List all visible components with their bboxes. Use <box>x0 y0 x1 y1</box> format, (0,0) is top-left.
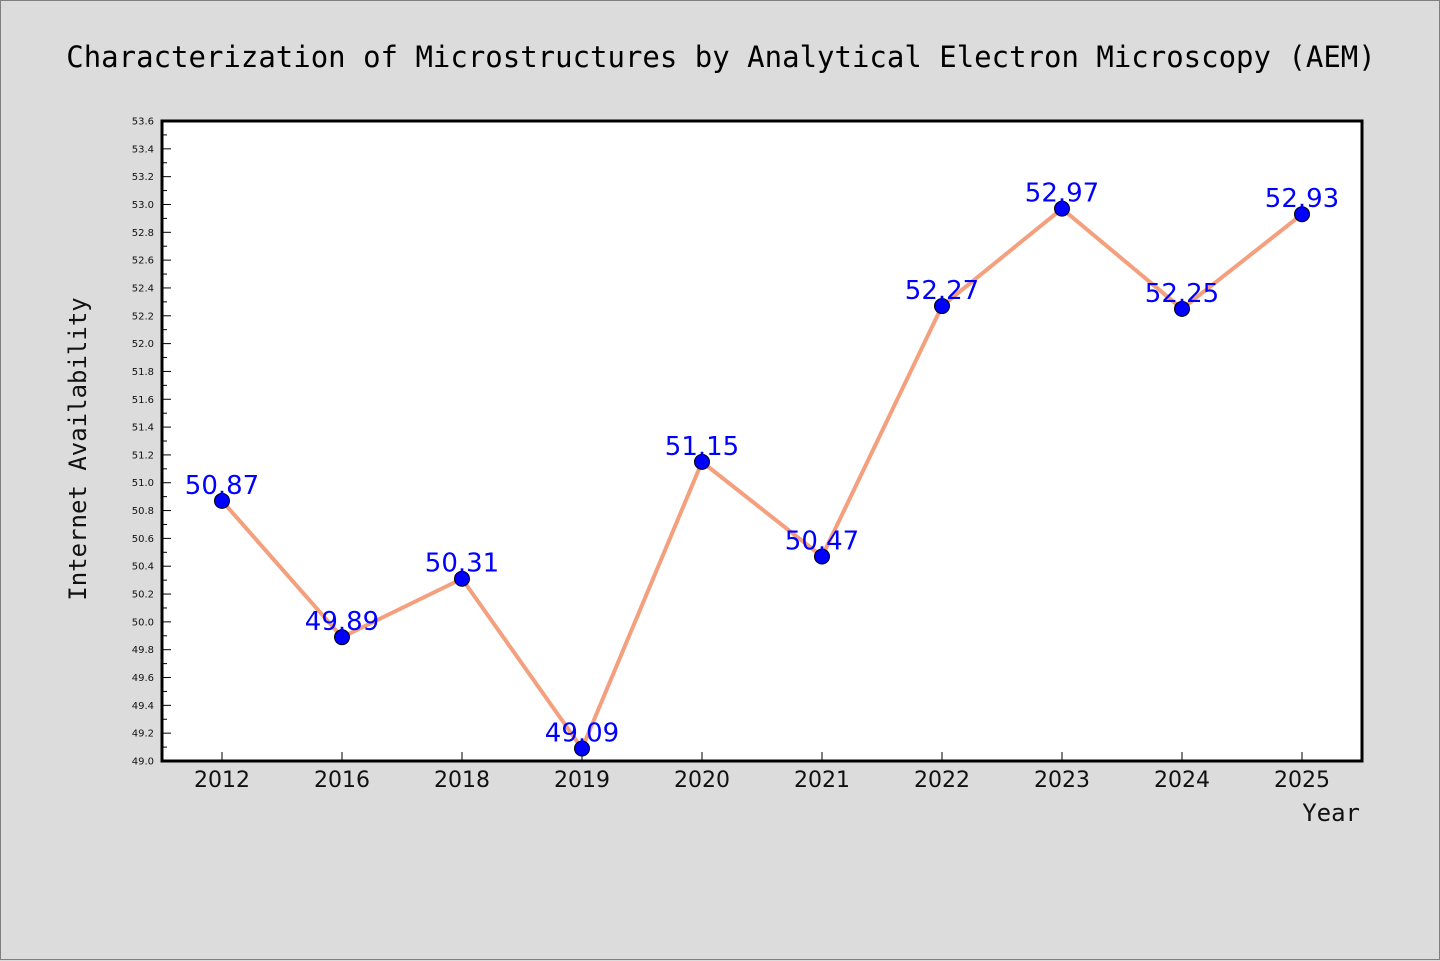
x-axis-title: Year <box>1302 799 1360 827</box>
y-tick-label: 52.2 <box>132 311 154 322</box>
y-tick-label: 51.6 <box>132 395 154 406</box>
y-tick-label: 50.4 <box>132 562 154 573</box>
marker-group <box>214 200 1310 757</box>
data-point-label: 52.25 <box>1145 279 1219 309</box>
y-tick-label: 49.4 <box>132 701 154 712</box>
y-tick-label: 53.0 <box>132 200 154 211</box>
y-tick-label: 52.0 <box>132 339 154 350</box>
data-point-marker <box>814 548 830 565</box>
y-tick-label: 51.2 <box>132 450 154 461</box>
y-tick-label: 51.4 <box>132 423 154 434</box>
x-tick-label: 2012 <box>194 768 250 793</box>
y-tick-label: 50.6 <box>132 534 154 545</box>
data-point-marker <box>214 492 230 509</box>
data-point-marker <box>334 629 350 646</box>
data-point-marker <box>454 570 470 587</box>
y-tick-label: 53.6 <box>132 117 154 128</box>
data-point-label: 50.31 <box>425 549 499 579</box>
data-point-label: 49.89 <box>305 607 379 637</box>
x-tick-label: 2020 <box>674 768 730 793</box>
series-line-group <box>220 206 1304 751</box>
data-label-group: 50.87 49.89 50.31 49.09 51.15 50.47 52.27 52.97… <box>185 179 1339 749</box>
x-tick-label: 2023 <box>1034 768 1090 793</box>
y-tick-label: 53.4 <box>132 144 154 155</box>
y-tick-label: 51.8 <box>132 367 154 378</box>
data-point-marker <box>1054 200 1070 217</box>
y-axis-title: Internet Availability <box>64 297 92 600</box>
y-tick-label: 50.8 <box>132 506 154 517</box>
x-axis: 2012 2016 2018 2019 2020 2021 2022 2023 2024 2025 <box>194 752 1330 793</box>
data-point-marker <box>1174 300 1190 317</box>
series-line <box>220 206 1304 751</box>
y-tick-label: 49.2 <box>132 729 154 740</box>
x-tick-label: 2019 <box>554 768 610 793</box>
data-point-label: 50.87 <box>185 471 259 501</box>
y-tick-label: 49.6 <box>132 673 154 684</box>
data-point-label: 50.47 <box>785 526 859 556</box>
data-point-label: 49.09 <box>545 718 619 748</box>
data-point-label: 52.97 <box>1025 179 1099 209</box>
x-tick-label: 2024 <box>1154 768 1210 793</box>
y-tick-label: 50.0 <box>132 617 154 628</box>
y-tick-label: 52.8 <box>132 228 154 239</box>
y-axis: 49.0 49.2 49.4 49.6 49.8 50.0 50.2 50.4 50.6 50.8… <box>132 117 171 768</box>
data-point-marker <box>934 298 950 315</box>
y-tick-label: 50.2 <box>132 590 154 601</box>
x-tick-label: 2021 <box>794 768 850 793</box>
chart-title: Characterization of Microstructures by A… <box>66 40 1375 74</box>
y-tick-label: 49.0 <box>132 757 154 768</box>
data-point-label: 52.27 <box>905 276 979 306</box>
x-tick-label: 2022 <box>914 768 970 793</box>
y-tick-label: 51.0 <box>132 478 154 489</box>
data-point-marker <box>1294 206 1310 223</box>
y-tick-label: 52.4 <box>132 283 154 294</box>
x-tick-label: 2016 <box>314 768 370 793</box>
data-point-label: 51.15 <box>665 432 739 462</box>
data-point-label: 52.93 <box>1265 184 1339 214</box>
plot-area <box>160 119 1364 763</box>
data-point-marker <box>574 740 590 757</box>
y-tick-label: 49.8 <box>132 645 154 656</box>
x-tick-label: 2018 <box>434 768 490 793</box>
y-tick-label: 53.2 <box>132 172 154 183</box>
y-tick-label: 52.6 <box>132 256 154 267</box>
x-tick-label: 2025 <box>1274 768 1330 793</box>
data-point-marker <box>694 453 710 470</box>
